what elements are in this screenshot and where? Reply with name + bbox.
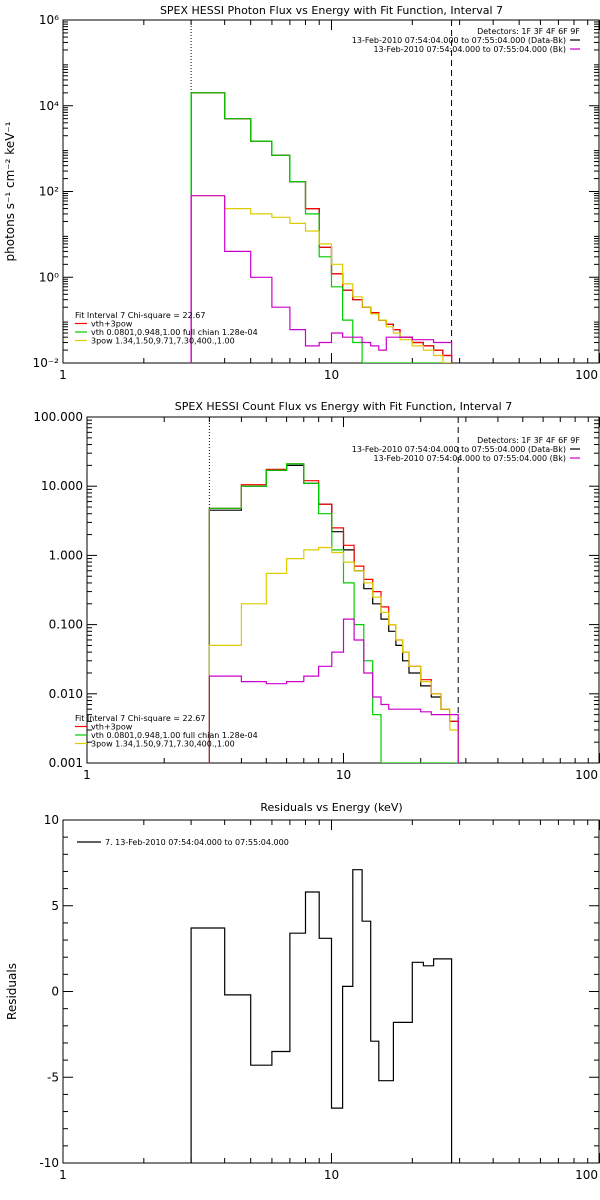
x-tick-label: 100 [575,368,598,382]
series-line-3 [208,463,459,763]
series-group [208,463,459,763]
x-tick-label: 100 [575,768,598,782]
y-tick-label: 0.010 [49,687,83,701]
y-tick-label: 0.100 [49,618,83,632]
series-line-1 [190,92,453,363]
chart-panel-2: SPEX HESSI Count Flux vs Energy with Fit… [33,400,600,782]
fit-legend-line: 3pow 1.34,1.50,9.71,7.30,400.,1.00 [91,740,235,749]
residual-legend-text: 7. 13-Feb-2010 07:54:04.000 to 07:55:04.… [105,838,289,847]
y-tick-label: 10.000 [41,479,83,493]
y-tick-label: 10⁻² [33,356,60,370]
fit-legend-line: vth+3pow [91,723,133,732]
y-tick-label: 10 [44,813,59,827]
y-tick-label: 100.000 [33,410,83,424]
y-axis-label: Residuals [5,963,19,1020]
series-group [190,869,453,1163]
x-tick-label: 100 [575,1168,598,1182]
chart-panel-1: SPEX HESSI Photon Flux vs Energy with Fi… [3,4,600,382]
series-line-1 [190,869,453,1163]
info-legend-line: Detectors: 1F 3F 4F 6F 9F [477,27,580,36]
chart-title: Residuals vs Energy (keV) [260,801,402,814]
series-line-3 [190,92,453,363]
series-line-2 [208,463,459,763]
series-line-2 [190,92,453,363]
y-tick-label: 5 [51,899,59,913]
y-tick-label: 10⁴ [39,99,59,113]
x-tick-label: 1 [59,368,67,382]
x-tick-label: 10 [324,368,339,382]
series-line-5 [208,618,459,763]
chart-title: SPEX HESSI Photon Flux vs Energy with Fi… [160,4,503,17]
x-tick-label: 1 [83,768,91,782]
series-line-4 [190,195,453,363]
series-group [190,92,453,363]
y-tick-label: 1.000 [49,548,83,562]
fit-legend-line: vth+3pow [91,320,133,329]
x-tick-label: 10 [324,1168,339,1182]
fit-legend-line: vth 0.0801,0.948,1.00 full chian 1.28e-0… [91,328,258,337]
fit-legend-line: 3pow 1.34,1.50,9.71,7.30,400.,1.00 [91,337,235,346]
info-legend-line: 13-Feb-2010 07:54:04.000 to 07:55:04.000… [373,45,566,54]
fit-legend-line: Fit Interval 7 Chi-square = 22.67 [75,714,205,723]
series-line-5 [190,195,453,363]
plot-frame [86,416,600,764]
chart-panel-3: Residuals vs Energy (keV) 1 10 100 -10 -5 0 5 10… [5,801,600,1182]
info-legend-line: 13-Feb-2010 07:54:04.000 to 07:55:04.000… [373,454,566,463]
y-tick-label: 10⁶ [39,13,59,27]
y-tick-label: 0.001 [49,756,83,770]
series-line-1 [208,464,459,763]
y-tick-label: 0 [51,985,59,999]
y-tick-label: -5 [47,1070,59,1084]
y-axis-label: photons s⁻¹ cm⁻² keV⁻¹ [3,121,17,261]
x-tick-label: 1 [59,1168,67,1182]
x-tick-label: 10 [336,768,351,782]
fit-legend-line: vth 0.0801,0.948,1.00 full chian 1.28e-0… [91,731,258,740]
fit-legend-line: Fit Interval 7 Chi-square = 22.67 [75,311,205,320]
chart-title: SPEX HESSI Count Flux vs Energy with Fit… [175,400,512,413]
info-legend-line: Detectors: 1F 3F 4F 6F 9F [477,436,580,445]
y-tick-label: -10 [39,1156,59,1170]
y-tick-label: 10⁰ [39,270,59,284]
y-tick-label: 10² [39,185,59,199]
series-line-4 [208,546,459,763]
info-legend-line: 13-Feb-2010 07:54:04.000 to 07:55:04.000… [352,36,566,45]
info-legend-line: 13-Feb-2010 07:54:04.000 to 07:55:04.000… [352,445,566,454]
